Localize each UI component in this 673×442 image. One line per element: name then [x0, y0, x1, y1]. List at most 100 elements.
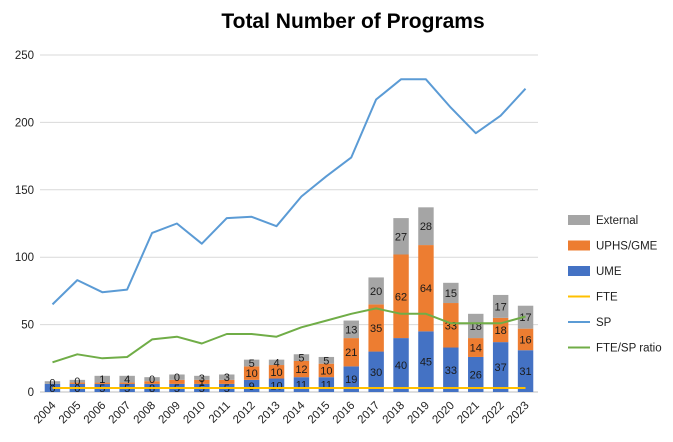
y-tick-label: 50	[21, 320, 34, 332]
data-label-external: 4	[124, 374, 130, 386]
y-tick-label: 250	[15, 50, 34, 62]
data-label-ume: 11	[321, 380, 332, 392]
bar-ume-2004	[44, 383, 61, 392]
x-tick-label: 2010	[181, 400, 208, 427]
bar-external-2011	[219, 374, 235, 380]
bar-external-2013	[268, 359, 285, 366]
bar-external-2004	[44, 381, 61, 384]
data-label-ume: 9	[249, 381, 255, 393]
bar-external-2014	[293, 354, 310, 361]
bar-external-2019	[418, 207, 434, 246]
bar-uphs-gme-2020	[443, 303, 459, 348]
legend-swatch-external	[568, 215, 590, 225]
bar-external-2020	[443, 282, 459, 304]
bar-ume-2017	[368, 351, 384, 392]
y-tick-label: 150	[15, 185, 34, 197]
bar-external-2012	[243, 359, 260, 367]
x-tick-label: 2013	[256, 400, 283, 427]
data-label-external: 0	[49, 378, 55, 390]
data-label-ume: 10	[270, 380, 282, 392]
data-label-external: 28	[420, 221, 432, 233]
legend-label-fte-sp-ratio: FTE/SP ratio	[596, 343, 662, 355]
legend-swatch-uphs-gme	[568, 240, 590, 251]
bar-ume-2018	[393, 338, 409, 392]
bar-uphs-gme-2014	[293, 360, 310, 378]
legend-label-fte: FTE	[596, 292, 618, 304]
data-label-external: 15	[445, 288, 457, 300]
data-label-ume: 31	[519, 366, 531, 378]
bar-uphs-gme-2013	[268, 365, 285, 379]
data-label-external: 0	[149, 374, 155, 386]
x-tick-label: 2016	[331, 400, 358, 427]
bar-uphs-gme-2007	[119, 382, 135, 384]
x-tick-label: 2006	[82, 400, 109, 427]
y-tick-label: 200	[15, 117, 34, 129]
bar-uphs-gme-2018	[393, 254, 409, 339]
data-label-external: 17	[519, 312, 531, 324]
data-label-external: 13	[345, 324, 357, 336]
data-label-external: 17	[495, 301, 507, 313]
bar-external-2006	[94, 375, 110, 383]
data-label-external: 5	[249, 358, 255, 370]
data-label-external: 20	[370, 286, 382, 298]
data-label-external: 5	[298, 353, 304, 365]
bar-external-2005	[69, 379, 86, 383]
data-label-uphs-gme: 10	[270, 367, 282, 379]
bar-external-2007	[119, 375, 135, 383]
bar-uphs-gme-2017	[368, 304, 384, 352]
data-label-uphs-gme: 16	[519, 334, 531, 346]
bar-uphs-gme-2008	[144, 381, 160, 384]
x-tick-label: 2023	[505, 400, 532, 427]
data-label-uphs-gme: 64	[420, 283, 432, 295]
x-tick-label: 2007	[107, 400, 134, 427]
data-label-external: 0	[174, 372, 180, 384]
data-label-uphs-gme: 10	[320, 365, 332, 377]
data-label-ume: 45	[420, 357, 432, 369]
x-tick-label: 2005	[57, 400, 84, 427]
bar-external-2009	[169, 374, 185, 380]
x-tick-label: 2009	[156, 400, 183, 427]
data-label-external: 3	[199, 373, 205, 385]
bar-ume-2023	[517, 350, 534, 392]
data-label-ume: 30	[370, 367, 382, 379]
x-tick-label: 2020	[430, 400, 457, 427]
bar-uphs-gme-2015	[318, 363, 335, 378]
data-label-uphs-gme: 21	[345, 347, 357, 359]
data-label-uphs-gme: 18	[495, 325, 507, 337]
legend-label-external: External	[596, 215, 638, 227]
legend-label-ume: UME	[596, 266, 622, 278]
bar-external-2021	[468, 313, 484, 339]
data-label-ume: 40	[395, 360, 407, 372]
data-label-ume: 19	[345, 374, 357, 386]
x-tick-label: 2017	[356, 400, 383, 427]
bar-external-2017	[368, 277, 384, 305]
x-tick-label: 2011	[207, 400, 233, 426]
data-label-external: 4	[273, 357, 279, 369]
bar-uphs-gme-2006	[94, 382, 110, 384]
bar-ume-2021	[468, 356, 484, 392]
bar-external-2018	[393, 218, 409, 255]
data-label-ume: 0	[49, 383, 55, 395]
data-label-ume: 37	[495, 362, 507, 374]
x-tick-label: 2014	[281, 399, 308, 426]
y-tick-label: 100	[15, 252, 34, 264]
legend-label-uphs-gme: UPHS/GME	[596, 241, 658, 253]
bar-uphs-gme-2023	[517, 328, 534, 351]
data-label-uphs-gme: 12	[295, 364, 307, 376]
x-tick-label: 2015	[306, 400, 333, 427]
line-series-fte-sp-ratio	[52, 307, 526, 364]
data-label-ume: 33	[445, 365, 457, 377]
x-tick-label: 2019	[405, 400, 432, 427]
data-label-uphs-gme: 1	[199, 377, 205, 389]
data-label-ume: 26	[470, 369, 482, 381]
bar-external-2022	[492, 294, 509, 318]
bar-ume-2016	[343, 366, 359, 392]
bar-external-2010	[194, 375, 210, 380]
bar-ume-2020	[443, 347, 459, 392]
data-label-external: 1	[99, 374, 105, 386]
data-label-uphs-gme: 62	[395, 291, 407, 303]
data-label-external: 0	[74, 376, 80, 388]
bar-uphs-gme-2005	[69, 382, 86, 384]
x-tick-label: 2008	[132, 400, 159, 427]
